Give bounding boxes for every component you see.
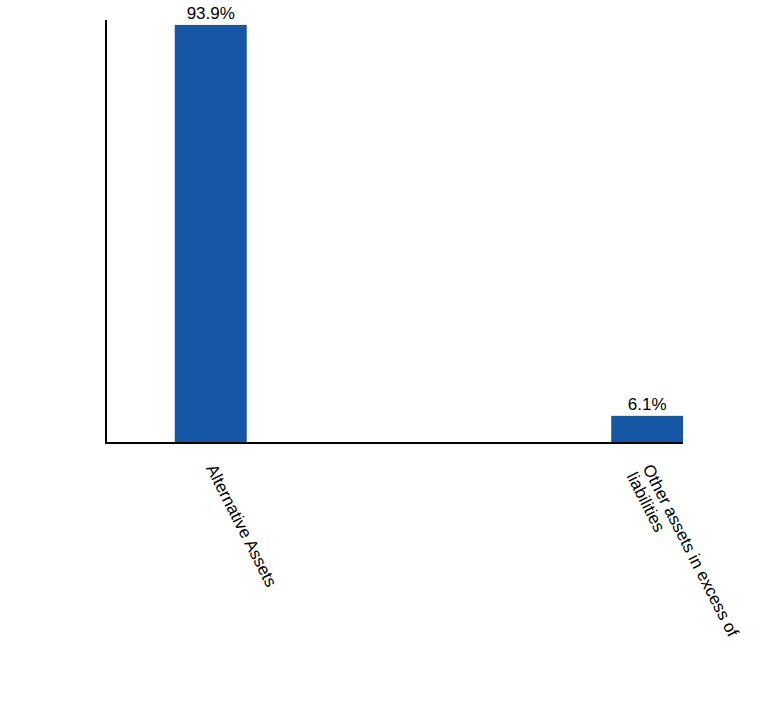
x-tick-label: Other assets in excess ofliabilities xyxy=(623,461,743,648)
chart-container: 93.9% 6.1% Alternative Assets Other assets … xyxy=(0,0,780,720)
x-axis xyxy=(105,442,683,444)
bar xyxy=(175,25,247,443)
data-label: 93.9% xyxy=(187,4,235,23)
x-tick-label: Alternative Assets xyxy=(202,461,280,590)
chart: 93.9% 6.1% Alternative Assets Other assets … xyxy=(0,0,780,720)
y-axis xyxy=(105,20,107,444)
data-label: 6.1% xyxy=(628,395,667,414)
bar xyxy=(611,416,683,443)
bars xyxy=(175,25,683,443)
